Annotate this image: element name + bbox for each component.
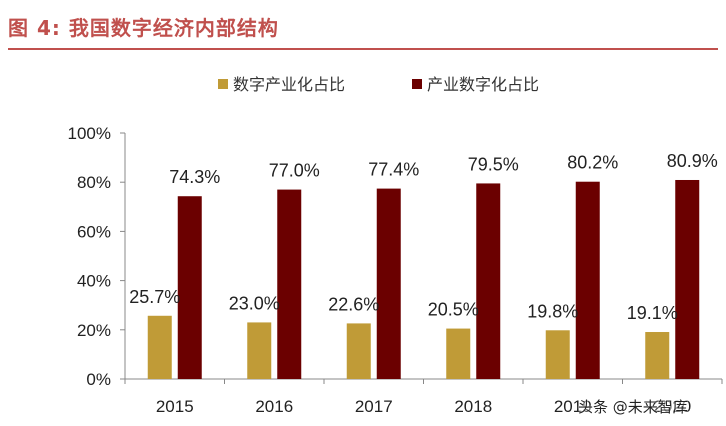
bar-industrial-digitalization <box>476 183 501 379</box>
y-tick-label: 40% <box>77 272 111 291</box>
legend-label: 数字产业化占比 <box>233 75 345 94</box>
y-tick-label: 80% <box>77 173 111 192</box>
bar-digital-industrialization <box>446 328 471 379</box>
x-tick-label: 2019 <box>554 397 592 416</box>
data-label: 74.3% <box>169 167 220 187</box>
x-tick-label: 2017 <box>355 397 393 416</box>
watermark: 头条 @未来智库 <box>578 398 688 416</box>
y-tick-label: 20% <box>77 321 111 340</box>
legend-label: 产业数字化占比 <box>427 75 539 94</box>
chart-axes: 0% 20% 40% 60% 80% 100% 2015 2016 2017 2018 2019 20… <box>68 124 723 416</box>
data-label: 19.8% <box>527 301 578 321</box>
bar-digital-industrialization <box>247 322 272 379</box>
bar-industrial-digitalization <box>376 188 401 379</box>
data-label: 20.5% <box>428 300 479 320</box>
legend-item: 数字产业化占比 <box>218 75 345 94</box>
y-tick-label: 100% <box>68 124 111 143</box>
data-label: 77.0% <box>269 161 320 181</box>
data-label: 77.4% <box>368 160 419 180</box>
bar-digital-industrialization <box>147 315 172 379</box>
data-label: 80.2% <box>567 153 618 173</box>
bar-industrial-digitalization <box>277 189 302 379</box>
chart-data-labels: 25.7% 23.0% 22.6% 20.5% 19.8% 19.1% 74.3% 77.0%… <box>129 151 718 323</box>
y-tick-label: 0% <box>86 370 111 389</box>
chart-legend: 数字产业化占比 产业数字化占比 <box>218 75 539 94</box>
x-tick-label: 2020 <box>653 397 691 416</box>
data-label: 79.5% <box>468 154 519 174</box>
bar-industrial-digitalization <box>675 179 700 379</box>
legend-item: 产业数字化占比 <box>412 75 539 94</box>
data-label: 25.7% <box>129 287 180 307</box>
bar-digital-industrialization <box>645 332 670 379</box>
bar-industrial-digitalization <box>177 196 202 379</box>
x-tick-label: 2016 <box>255 397 293 416</box>
x-tick-label: 2018 <box>454 397 492 416</box>
legend-swatch <box>412 79 422 89</box>
data-label: 80.9% <box>667 151 718 171</box>
figure-title: 图 4: 我国数字经济内部结构 <box>8 16 279 40</box>
title-divider <box>8 48 718 50</box>
data-label: 19.1% <box>627 303 678 323</box>
legend-swatch <box>218 79 228 89</box>
data-label: 22.6% <box>328 294 379 314</box>
bar-digital-industrialization <box>545 330 570 379</box>
data-label: 23.0% <box>229 293 280 313</box>
y-tick-label: 60% <box>77 222 111 241</box>
x-tick-label: 2015 <box>156 397 194 416</box>
bar-industrial-digitalization <box>575 181 600 379</box>
bar-digital-industrialization <box>346 323 371 379</box>
chart-bars <box>147 179 700 379</box>
